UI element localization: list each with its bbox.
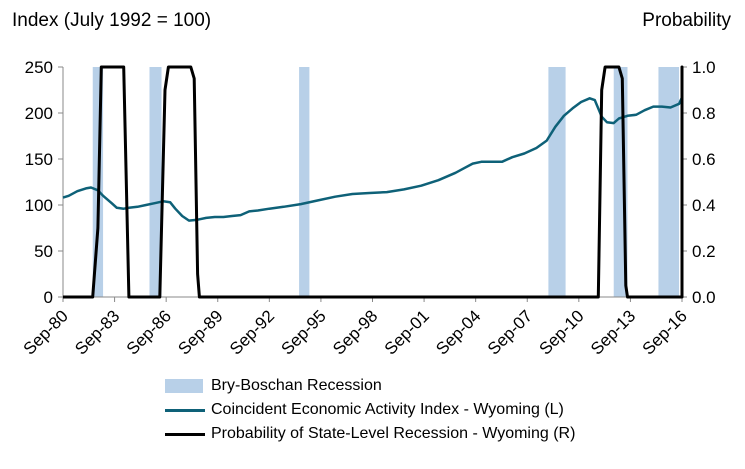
- legend-label-index: Coincident Economic Activity Index - Wyo…: [211, 401, 564, 418]
- recession-band-2: [299, 67, 310, 297]
- right-tick-label-2: 0.4: [692, 196, 716, 215]
- x-tick-label-9: Sep-07: [484, 306, 536, 358]
- recession-band-1: [149, 67, 162, 297]
- x-tick-label-8: Sep-04: [432, 306, 484, 358]
- right-tick-label-5: 1.0: [692, 58, 716, 77]
- x-tick-label-0: Sep-80: [20, 306, 72, 358]
- right-axis-title: Probability: [642, 10, 731, 31]
- x-tick-label-6: Sep-98: [329, 306, 381, 358]
- recession-band-5: [658, 67, 680, 297]
- right-tick-label-0: 0.0: [692, 288, 716, 307]
- left-tick-label-2: 100: [25, 196, 53, 215]
- left-axis-title: Index (July 1992 = 100): [12, 10, 212, 31]
- legend-label-recession: Bry-Boschan Recession: [211, 377, 382, 394]
- right-tick-label-4: 0.8: [692, 104, 716, 123]
- x-tick-label-7: Sep-01: [381, 306, 433, 358]
- left-tick-label-4: 200: [25, 104, 53, 123]
- recession-band-3: [548, 67, 566, 297]
- series-line-activity-index: [62, 94, 684, 222]
- series-line-recession-probability: [63, 65, 684, 299]
- legend-swatch-probability: [165, 433, 205, 436]
- x-tick-label-11: Sep-13: [587, 306, 639, 358]
- legend-swatch-index: [165, 409, 205, 412]
- x-tick-label-1: Sep-83: [71, 306, 123, 358]
- legend-label-probability: Probability of State-Level Recession - W…: [211, 425, 576, 442]
- left-tick-label-1: 50: [34, 242, 53, 261]
- right-tick-label-1: 0.2: [692, 242, 716, 261]
- x-tick-label-5: Sep-95: [278, 306, 330, 358]
- x-tick-label-3: Sep-89: [174, 306, 226, 358]
- left-tick-label-5: 250: [25, 58, 53, 77]
- x-tick-label-12: Sep-16: [639, 306, 691, 358]
- x-tick-label-2: Sep-86: [123, 306, 175, 358]
- right-tick-label-3: 0.6: [692, 150, 716, 169]
- left-tick-label-3: 150: [25, 150, 53, 169]
- left-tick-label-0: 0: [44, 288, 53, 307]
- x-tick-label-4: Sep-92: [226, 306, 278, 358]
- x-tick-label-10: Sep-10: [535, 306, 587, 358]
- legend-swatch-recession: [165, 379, 203, 393]
